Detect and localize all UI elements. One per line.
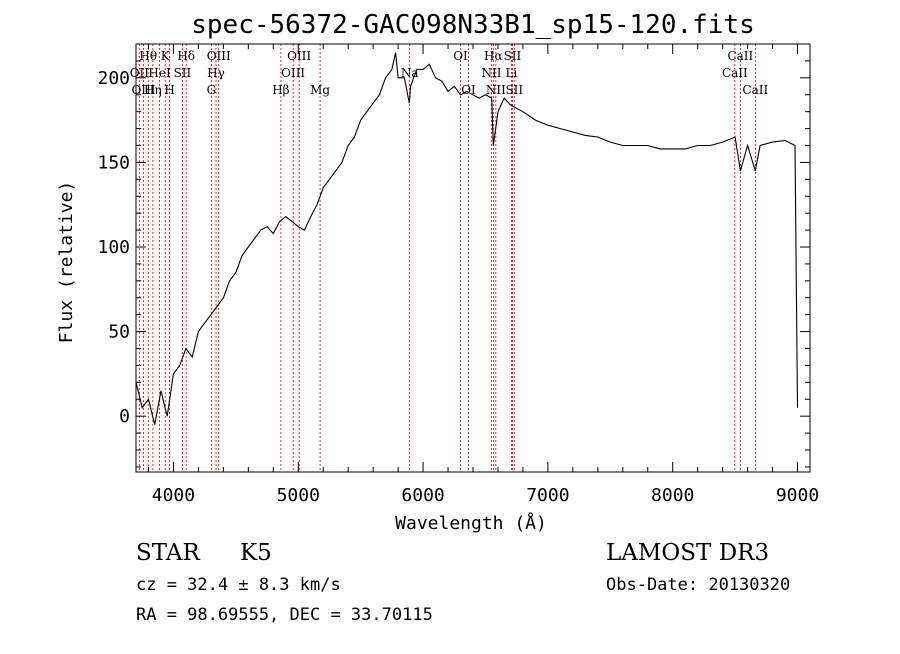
chart-title: spec-56372-GAC098N33B1_sp15-120.fits (191, 10, 755, 40)
spectral-line-label: NII (481, 66, 501, 80)
spectral-line-label: Mg (310, 83, 330, 97)
spectral-line-label: Hη (144, 83, 162, 97)
redshift-velocity: cz = 32.4 ± 8.3 km/s (136, 575, 341, 595)
spectrum-line (135, 52, 799, 425)
survey-name: LAMOST DR3 (606, 540, 769, 566)
spectral-line-label: Hγ (207, 66, 225, 80)
y-tick-label: 0 (119, 406, 130, 427)
x-tick-label: 6000 (401, 485, 444, 506)
spectral-line-label: OI (453, 49, 468, 63)
spectral-line-label: Hθ (139, 49, 157, 63)
spectral-line-label: SII (174, 66, 192, 80)
spectral-line-label: OI (461, 83, 476, 97)
y-tick-label: 50 (108, 322, 130, 343)
spectral-line-label: CaII (722, 66, 748, 80)
spectral-line-label: SII (505, 83, 523, 97)
spectral-line-label: H (164, 83, 174, 97)
spectral-line-label: CaII (727, 49, 753, 63)
spectral-line-label: OII (130, 66, 150, 80)
spectral-line-label: Hα (484, 49, 503, 63)
spectral-line-label: G (207, 83, 217, 97)
x-tick-label: 8000 (651, 485, 694, 506)
object-class: STAR (136, 540, 200, 566)
y-tick-label: 150 (97, 152, 130, 173)
y-axis-ticks: 0 50 100 150 200 (97, 60, 810, 468)
coordinates: RA = 98.69555, DEC = 33.70115 (136, 605, 433, 625)
y-axis-label: Flux (relative) (56, 181, 77, 344)
spectral-line-label: NII (486, 83, 506, 97)
spectral-line-label: HeI (148, 66, 171, 80)
plot-frame (135, 43, 811, 473)
y-tick-label: 200 (97, 68, 130, 89)
x-axis-label: Wavelength (Å) (395, 512, 547, 534)
spectral-line-label: OIII (287, 49, 311, 63)
x-tick-label: 5000 (277, 485, 320, 506)
spectral-line-markers (138, 44, 756, 472)
x-tick-label: 9000 (776, 485, 819, 506)
observation-date: Obs-Date: 20130320 (606, 575, 790, 595)
spectral-line-label: SII (504, 49, 522, 63)
spectral-line-label: OIII (281, 66, 305, 80)
x-axis-ticks: 4000 5000 6000 7000 8000 9000 (147, 44, 819, 506)
spectral-line-label: OIII (131, 83, 155, 97)
x-tick-label: 4000 (152, 485, 195, 506)
spectral-line-label: Hβ (272, 83, 289, 97)
y-tick-label: 100 (97, 237, 130, 258)
spectral-line-label: Hδ (177, 49, 195, 63)
object-subclass: K5 (240, 540, 272, 566)
spectral-line-label: CaII (742, 83, 768, 97)
spectral-line-label: K (161, 49, 171, 63)
x-tick-label: 7000 (526, 485, 569, 506)
spectral-line-label: OIII (207, 49, 231, 63)
spectral-line-label: Li (506, 66, 518, 80)
